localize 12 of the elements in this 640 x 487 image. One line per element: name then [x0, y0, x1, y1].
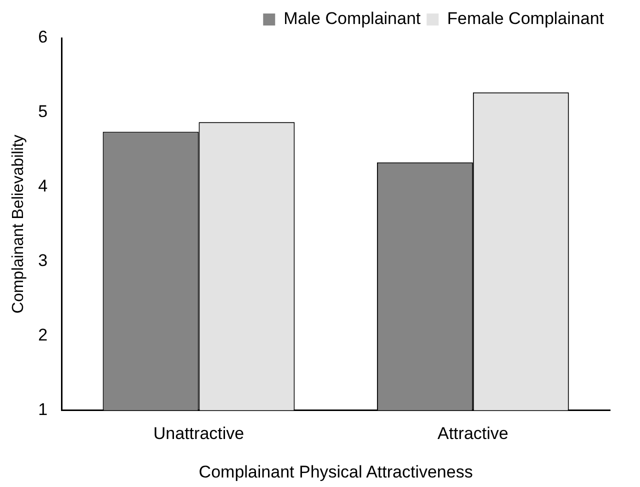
- legend-label: Female Complainant: [447, 9, 604, 28]
- legend-label: Male Complainant: [284, 9, 421, 28]
- x-tick-label: Unattractive: [153, 424, 244, 444]
- x-tick-label: Attractive: [437, 424, 508, 444]
- y-axis-title: Complainant Believability: [10, 134, 28, 314]
- y-tick-label: 1: [38, 400, 48, 419]
- x-axis-title: Complainant Physical Attractiveness: [198, 462, 473, 482]
- y-tick-label: 5: [38, 102, 48, 122]
- y-tick-label: 3: [38, 251, 48, 270]
- y-tick-label: 2: [38, 325, 48, 344]
- y-tick-label: 6: [38, 28, 48, 47]
- y-tick-label: 4: [38, 176, 48, 196]
